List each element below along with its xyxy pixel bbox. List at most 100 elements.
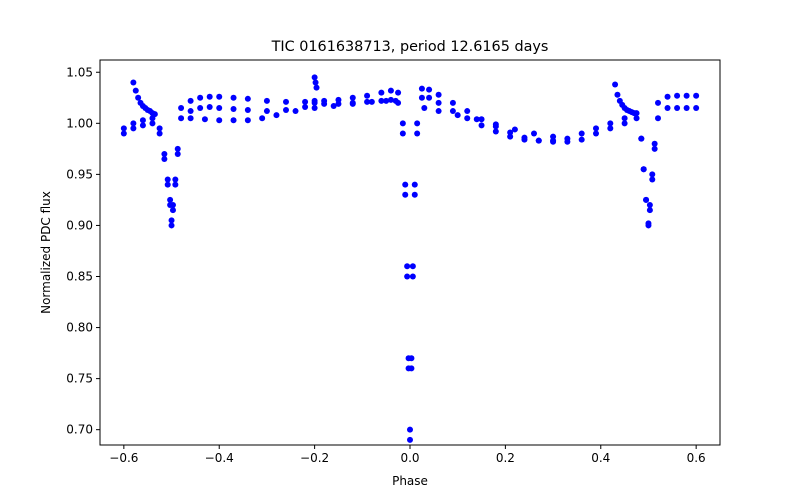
data-point (392, 97, 399, 104)
data-point (693, 92, 700, 99)
data-point (404, 263, 411, 270)
data-point (161, 156, 168, 163)
data-point (168, 217, 175, 224)
data-point (302, 98, 309, 105)
data-point (633, 115, 640, 122)
data-point (645, 220, 652, 227)
data-point (378, 97, 385, 104)
data-point (408, 355, 415, 362)
data-point (550, 138, 557, 145)
data-point (149, 120, 156, 127)
data-point (311, 97, 318, 104)
data-point (244, 95, 251, 102)
data-point (607, 125, 614, 132)
data-point (578, 136, 585, 143)
data-point (435, 108, 442, 115)
data-point (169, 202, 176, 209)
data-point (120, 125, 127, 132)
data-point (674, 105, 681, 111)
x-axis: −0.6 −0.4 −0.2 0.0 0.2 0.4 0.6 (109, 445, 706, 465)
data-point (643, 196, 650, 203)
data-point (132, 87, 139, 94)
data-point (407, 436, 413, 443)
data-point (640, 166, 647, 173)
data-point (449, 99, 456, 106)
data-point (414, 130, 421, 137)
data-point (321, 97, 328, 104)
data-point (649, 171, 656, 178)
chart-title: TIC 0161638713, period 12.6165 days (271, 39, 549, 55)
data-point (521, 134, 528, 141)
data-point (120, 130, 127, 137)
data-point (607, 120, 614, 127)
y-axis: 0.70 0.75 0.80 0.85 0.90 0.95 1.00 1.05 (66, 65, 100, 437)
data-point (612, 81, 619, 88)
data-point (335, 96, 342, 103)
data-point (273, 112, 280, 119)
data-point (167, 196, 174, 203)
data-point (655, 115, 661, 122)
data-point (151, 111, 158, 118)
data-point (464, 115, 471, 122)
y-tick-label: 1.00 (66, 116, 93, 130)
x-tick-label: −0.6 (109, 451, 138, 465)
y-tick-label: 0.90 (66, 218, 93, 232)
data-point (311, 74, 318, 81)
data-point (283, 98, 289, 105)
data-point (139, 117, 146, 124)
data-point (302, 103, 309, 110)
data-point (478, 122, 485, 129)
data-point (263, 97, 270, 104)
y-tick-label: 0.70 (66, 423, 93, 437)
data-point (478, 116, 485, 123)
x-tick-label: 0.0 (400, 451, 419, 465)
data-point (638, 135, 645, 142)
data-point (349, 94, 356, 101)
data-point (683, 92, 690, 99)
data-point (404, 273, 411, 280)
data-point (244, 107, 251, 114)
data-point (399, 120, 406, 127)
data-point (164, 176, 171, 183)
data-point (172, 181, 179, 188)
data-point (201, 116, 208, 123)
data-point (174, 150, 181, 157)
data-point (168, 222, 175, 229)
data-point (651, 140, 658, 147)
x-tick-label: −0.4 (205, 451, 234, 465)
data-point (454, 112, 461, 119)
data-point (283, 107, 289, 114)
data-point (197, 94, 204, 101)
data-point (263, 108, 270, 115)
data-point (473, 116, 480, 123)
data-point (407, 426, 413, 433)
x-tick-label: −0.2 (300, 451, 329, 465)
y-tick-label: 0.75 (66, 372, 93, 386)
data-point (399, 130, 406, 137)
data-point (646, 207, 653, 214)
data-point (649, 176, 656, 183)
data-point (172, 176, 179, 183)
data-point (492, 121, 499, 128)
data-point (593, 130, 599, 137)
data-point (364, 98, 371, 105)
data-point (621, 115, 628, 122)
y-axis-title: Normalized PDC flux (39, 191, 53, 314)
y-tick-label: 1.05 (66, 65, 93, 79)
data-point (408, 365, 415, 372)
data-point (130, 125, 137, 132)
data-point (531, 130, 537, 137)
data-point (593, 125, 599, 132)
data-point (216, 105, 223, 111)
y-tick-label: 0.80 (66, 321, 93, 335)
data-point (395, 89, 402, 96)
data-point (550, 133, 557, 140)
data-point (368, 98, 375, 105)
data-point (578, 130, 585, 137)
data-point (216, 117, 223, 124)
data-point (187, 108, 194, 115)
data-point (564, 138, 571, 145)
data-point (292, 108, 299, 115)
data-point (178, 105, 185, 111)
